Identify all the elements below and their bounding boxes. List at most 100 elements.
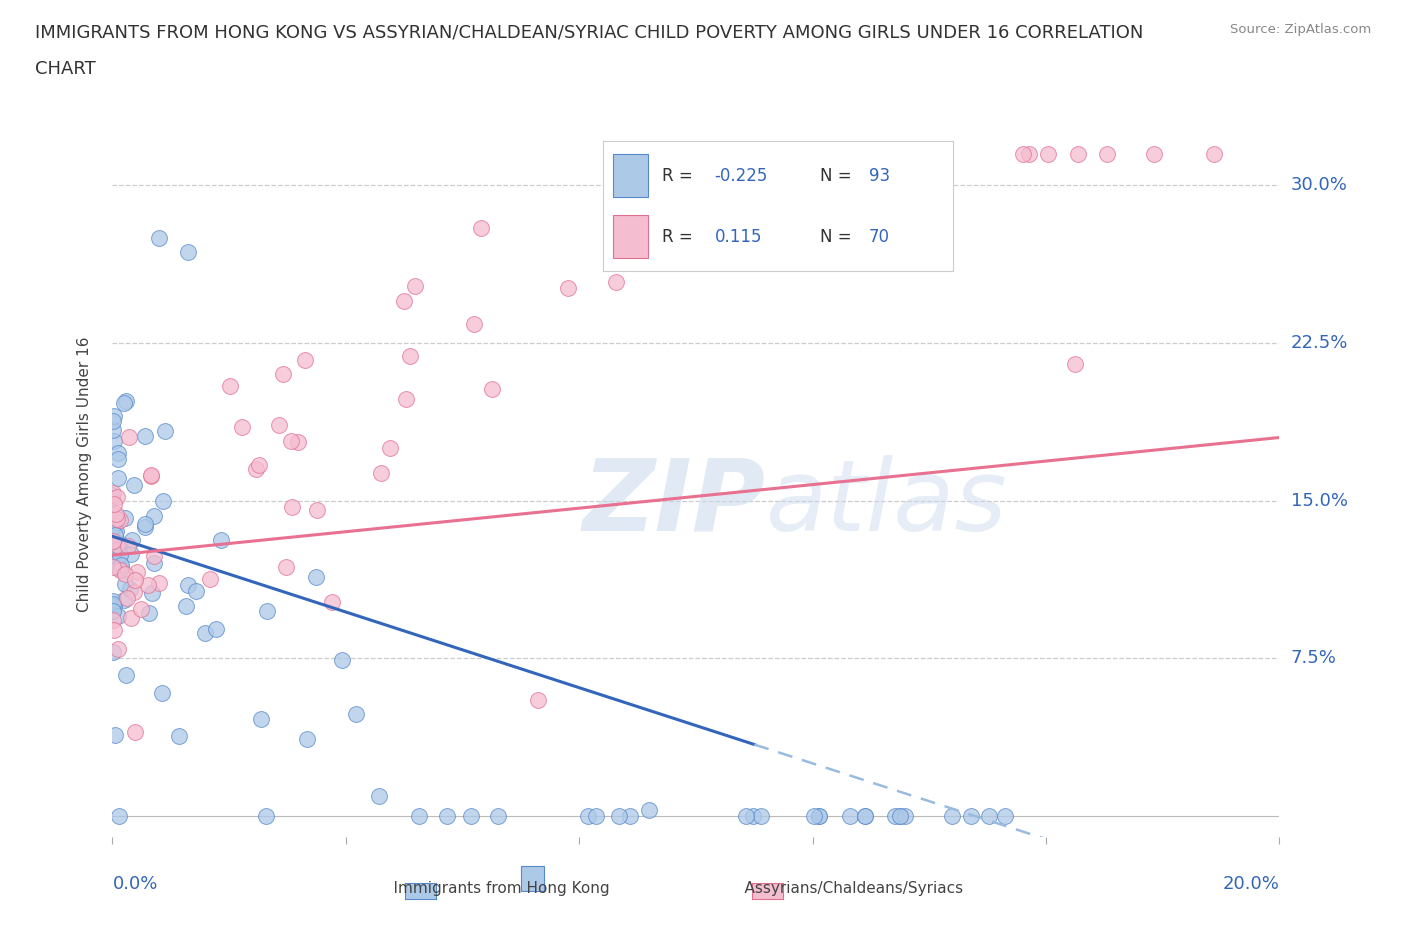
- Point: [103, 414, 125, 429]
- Point: [1202, 146, 1225, 161]
- Point: [138, 605, 160, 620]
- Point: [276, 560, 298, 575]
- Point: [129, 602, 152, 617]
- Point: [107, 642, 129, 657]
- Point: [853, 808, 876, 823]
- Point: [110, 560, 132, 575]
- Point: [786, 146, 808, 161]
- Point: [108, 536, 131, 551]
- Point: [150, 685, 173, 700]
- Point: [481, 381, 503, 396]
- Point: [209, 533, 232, 548]
- Point: [280, 433, 302, 448]
- Point: [107, 561, 129, 576]
- Point: [619, 808, 641, 823]
- Point: [1067, 146, 1090, 161]
- Point: [198, 571, 221, 586]
- Text: 22.5%: 22.5%: [1291, 334, 1348, 352]
- Point: [638, 803, 661, 817]
- Point: [118, 430, 141, 445]
- Point: [114, 577, 136, 591]
- Point: [1064, 356, 1087, 371]
- Point: [114, 511, 136, 525]
- Point: [1143, 146, 1166, 161]
- Point: [103, 497, 125, 512]
- Point: [609, 808, 631, 823]
- Point: [107, 609, 129, 624]
- Point: [994, 808, 1017, 823]
- Point: [395, 392, 418, 406]
- Point: [853, 808, 876, 823]
- Point: [103, 622, 125, 637]
- Text: Immigrants from Hong Kong: Immigrants from Hong Kong: [374, 881, 610, 896]
- Point: [370, 466, 392, 481]
- Point: [142, 556, 165, 571]
- Point: [122, 585, 145, 600]
- Point: [110, 540, 132, 555]
- Point: [174, 598, 197, 613]
- Point: [486, 808, 509, 823]
- Point: [883, 808, 905, 823]
- Point: [404, 278, 426, 293]
- Point: [177, 245, 200, 259]
- Point: [134, 519, 156, 534]
- Point: [394, 293, 416, 308]
- Bar: [520, 866, 544, 891]
- Text: 7.5%: 7.5%: [1291, 649, 1337, 668]
- Point: [527, 693, 550, 708]
- Point: [624, 252, 647, 267]
- Point: [134, 516, 156, 531]
- Point: [120, 547, 142, 562]
- Point: [103, 408, 125, 423]
- Point: [959, 808, 981, 823]
- Point: [104, 727, 127, 742]
- Y-axis label: Child Poverty Among Girls Under 16: Child Poverty Among Girls Under 16: [77, 337, 91, 612]
- Point: [107, 451, 129, 466]
- Point: [107, 471, 129, 485]
- Text: CHART: CHART: [35, 60, 96, 78]
- Point: [256, 604, 278, 618]
- Point: [107, 445, 129, 460]
- Point: [108, 512, 131, 527]
- Point: [194, 625, 217, 640]
- Point: [104, 524, 127, 538]
- Point: [398, 348, 420, 363]
- Point: [184, 584, 207, 599]
- Text: Source: ZipAtlas.com: Source: ZipAtlas.com: [1230, 23, 1371, 36]
- Point: [368, 789, 391, 804]
- Point: [1097, 146, 1119, 161]
- Point: [280, 499, 302, 514]
- Point: [295, 731, 318, 746]
- Point: [101, 491, 124, 506]
- Point: [305, 569, 328, 584]
- Point: [101, 548, 124, 563]
- Point: [110, 557, 132, 572]
- Point: [921, 146, 943, 161]
- Point: [344, 707, 367, 722]
- Point: [101, 423, 124, 438]
- Point: [103, 613, 125, 628]
- Point: [105, 509, 128, 524]
- Text: IMMIGRANTS FROM HONG KONG VS ASSYRIAN/CHALDEAN/SYRIAC CHILD POVERTY AMONG GIRLS : IMMIGRANTS FROM HONG KONG VS ASSYRIAN/CH…: [35, 23, 1143, 41]
- Point: [378, 440, 401, 455]
- Point: [115, 591, 138, 605]
- Point: [105, 490, 128, 505]
- Point: [177, 578, 200, 592]
- Point: [305, 502, 328, 517]
- Point: [1038, 146, 1060, 161]
- Point: [143, 549, 166, 564]
- Point: [104, 507, 127, 522]
- Point: [894, 808, 917, 823]
- Point: [889, 808, 911, 823]
- Point: [101, 604, 124, 618]
- Point: [104, 528, 127, 543]
- Text: Assyrians/Chaldeans/Syriacs: Assyrians/Chaldeans/Syriacs: [724, 881, 963, 896]
- Point: [104, 543, 127, 558]
- Point: [101, 597, 124, 612]
- Point: [218, 379, 240, 393]
- Point: [148, 576, 170, 591]
- Point: [105, 538, 128, 553]
- Point: [250, 711, 273, 726]
- Point: [134, 428, 156, 443]
- Point: [117, 538, 139, 553]
